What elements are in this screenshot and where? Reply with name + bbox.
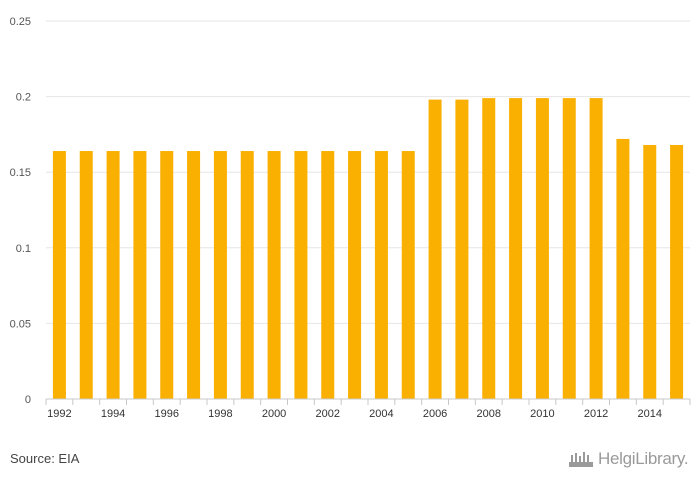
gridlines — [46, 20, 690, 324]
bar-1993[interactable] — [79, 151, 93, 399]
library-logo-icon — [569, 452, 593, 467]
y-tick-label: 0.05 — [10, 318, 31, 330]
bar-2014[interactable] — [643, 144, 657, 399]
bar-2005[interactable] — [401, 151, 415, 399]
bar-1992[interactable] — [52, 151, 66, 399]
x-tick-label: 2000 — [262, 408, 286, 420]
x-tick-label: 2010 — [530, 408, 554, 420]
bar-2012[interactable] — [589, 98, 603, 400]
x-tick-label: 1996 — [155, 408, 179, 420]
y-tick-label: 0 — [25, 394, 31, 406]
bar-2002[interactable] — [321, 151, 335, 399]
y-tick-label: 0.15 — [10, 167, 31, 179]
bar-2010[interactable] — [535, 98, 549, 400]
bar-1997[interactable] — [187, 151, 201, 399]
helgilibrary-logo[interactable]: HelgiLibrary. — [568, 449, 689, 469]
bar-2004[interactable] — [374, 151, 388, 399]
x-tick-label: 2014 — [638, 408, 662, 420]
bar-2013[interactable] — [616, 138, 630, 399]
source-label: Source: EIA — [10, 451, 80, 466]
bar-2001[interactable] — [294, 151, 308, 399]
bar-2015[interactable] — [670, 144, 684, 399]
bar-1996[interactable] — [160, 151, 174, 399]
logo-text: HelgiLibrary. — [598, 449, 689, 468]
bar-1998[interactable] — [213, 151, 227, 399]
x-tick-label: 2012 — [584, 408, 608, 420]
x-tick-label: 1998 — [208, 408, 232, 420]
y-tick-label: 0.25 — [10, 16, 31, 28]
bar-2006[interactable] — [428, 99, 442, 400]
bar-1995[interactable] — [133, 151, 147, 399]
bar-2009[interactable] — [509, 98, 523, 400]
x-tick-label: 2004 — [369, 408, 393, 420]
x-tick-label: 1994 — [101, 408, 125, 420]
bar-2000[interactable] — [267, 151, 281, 399]
bar-2007[interactable] — [455, 99, 469, 400]
x-tick-label: 2002 — [316, 408, 340, 420]
y-tick-label: 0.1 — [16, 243, 31, 255]
x-tick-label: 2008 — [477, 408, 501, 420]
y-tick-label: 0.2 — [16, 92, 31, 104]
x-axis-ticks: 1992 1994 1996 1998 2000 2002 2004 2006 2008 2010… — [45, 399, 691, 420]
x-tick-label: 1992 — [47, 408, 71, 420]
y-axis-ticks: 0 0.05 0.1 0.15 0.2 0.25 — [10, 16, 31, 406]
bar-1999[interactable] — [240, 151, 254, 399]
bar-2008[interactable] — [482, 98, 496, 400]
bar-2003[interactable] — [348, 151, 362, 399]
bar-2011[interactable] — [562, 98, 576, 400]
bars — [52, 98, 684, 400]
x-tick-label: 2006 — [423, 408, 447, 420]
bar-1994[interactable] — [106, 151, 120, 399]
